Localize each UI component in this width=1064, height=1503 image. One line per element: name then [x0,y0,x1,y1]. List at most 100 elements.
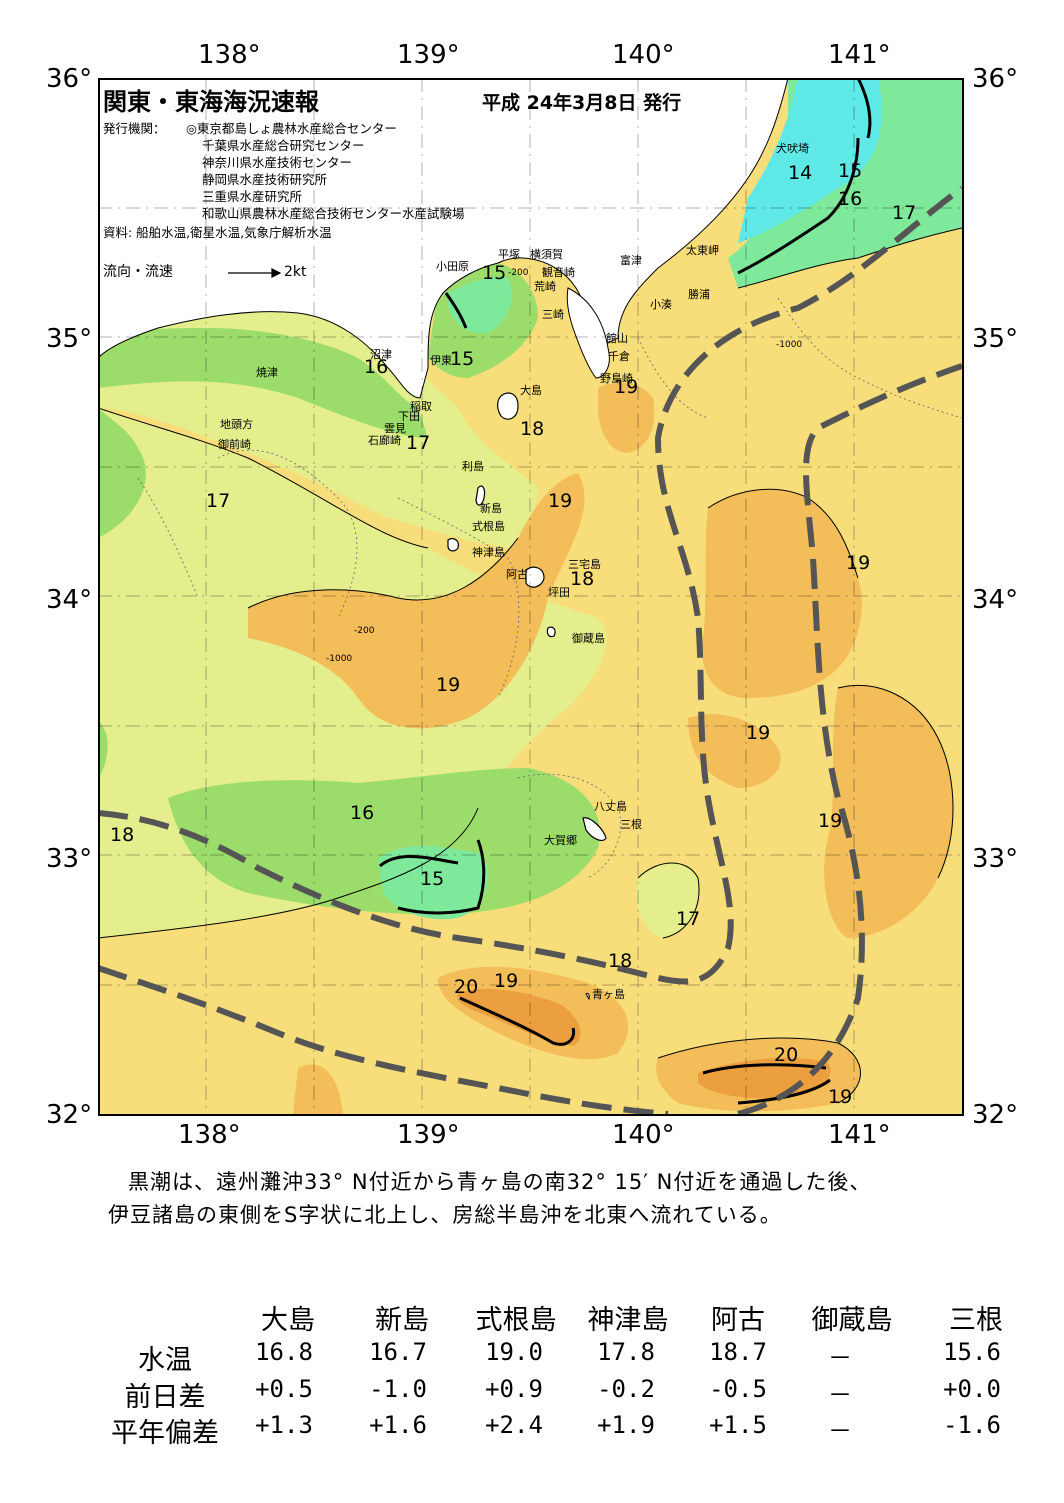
table-cell: -0.2 [597,1375,655,1403]
island-aogashima [585,992,590,1001]
lat-tick-left-33: 33° [46,844,93,874]
issuer-6: 和歌山県農林水産総合技術センター水産試験場 [202,206,465,221]
place-hachijojima: 八丈島 [594,800,627,813]
summary-line-1: 黒潮は、遠州灘沖33° N付近から青ヶ島の南32° 15′ N付近を通過した後、 [128,1170,872,1194]
table-cell: 17.8 [597,1338,655,1366]
place-kumomi: 雲見 [384,422,406,435]
lon-tick-bottom-141: 141° [828,1120,891,1150]
map-title: 関東・東海海況速報 [103,88,319,116]
place-okago: 大賀郷 [544,834,577,847]
temp-label: 16 [364,356,389,378]
temp-label: 18 [520,418,545,440]
flow-legend-label: 流向・流速 [103,264,173,280]
lat-tick-right-36: 36° [972,64,1019,94]
sea-19-zone-nojima [598,382,655,453]
temp-label: 16 [838,188,863,210]
place-yokosuka: 横須賀 [530,248,563,261]
place-arasaki: 荒崎 [534,280,556,293]
sea-20-zone-aogashima [457,988,581,1046]
column-header: 式根島 [475,1305,557,1336]
kuroshio-axis [97,185,964,1117]
data-source: 資料: 船舶水温,衛星水温,気象庁解析水温 [103,225,332,240]
table-cell: +1.9 [597,1411,655,1439]
temp-label: 17 [406,432,431,454]
place-futtsu: 富津 [620,254,642,267]
temp-label: 19 [436,674,461,696]
land-honshu [97,77,789,399]
column-header: 三根 [949,1305,1003,1336]
table-cell: － [828,1417,852,1445]
table-cell: 16.7 [369,1338,427,1366]
island-mikurajima [546,626,556,638]
table-cell: +1.3 [255,1411,313,1439]
place-ako: 阿古 [506,568,528,581]
column-header: 神津島 [587,1305,669,1336]
place-jitogata: 地頭方 [220,418,253,431]
place-yaizu: 焼津 [256,366,278,379]
temp-label: 19 [494,970,519,992]
place-inubosaki: 犬吠埼 [776,142,809,155]
temp-label: 17 [676,908,701,930]
place-mikurajima: 御蔵島 [572,632,605,645]
sea-16-zone-west [98,408,146,538]
table-cell: +0.5 [255,1375,313,1403]
sea-19-zone-mid [688,714,781,788]
temp-label: 19 [828,1086,853,1108]
place-shimoda: 下田 [398,410,420,423]
table-cell: 19.0 [485,1338,543,1366]
sea-19-zone-west [248,473,585,729]
temp-label: 19 [746,722,771,744]
flow-legend-arrow [228,268,282,278]
table-cell: -0.5 [709,1375,767,1403]
table-cell: -1.0 [369,1375,427,1403]
table-cell: -1.6 [943,1411,1001,1439]
temp-label: 15 [838,160,863,182]
table-cell: +0.0 [943,1375,1001,1403]
issuers-label: 発行機関： [103,121,166,136]
place-ito: 伊東 [430,354,452,367]
table-cell: +2.4 [485,1411,543,1439]
lon-tick-top-139: 139° [397,40,460,70]
column-header: 新島 [375,1305,429,1336]
depth-label: -1000 [776,340,803,350]
place-toshima: 利島 [462,460,484,473]
table-cell: 18.7 [709,1338,767,1366]
place-inatori: 稲取 [410,400,432,413]
temp-label: 15 [450,348,475,370]
place-chikura: 千倉 [608,350,630,363]
flow-legend-unit: 2kt [284,264,307,280]
depth-label: -1000 [326,654,353,664]
temp-label: 19 [548,490,573,512]
row-header: 前日差 [124,1382,206,1413]
lat-tick-left-36: 36° [46,64,93,94]
lon-tick-bottom-139: 139° [397,1120,460,1150]
sea-15-zone-sagami [448,276,512,334]
temp-label: 19 [846,552,871,574]
place-nojimazaki: 野島崎 [600,372,633,385]
lon-tick-bottom-140: 140° [612,1120,675,1150]
lon-tick-top-141: 141° [828,40,891,70]
temp-label: 15 [482,262,507,284]
temp-label: 20 [454,976,479,998]
sst-map-canvas [97,77,964,1117]
publish-date: 平成 24年3月8日 発行 [482,92,682,114]
place-shikinejima: 式根島 [472,520,505,533]
isotherms-thick [379,77,872,1105]
place-taitomisaki: 太東岬 [686,244,719,257]
column-header: 阿古 [711,1305,765,1336]
sea-19-zone-sw [293,1064,343,1114]
sea-14-zone-boso [738,78,882,243]
sea-16-zone-coast [98,328,428,438]
place-omaezaki: 御前崎 [218,438,251,451]
summary-line-2: 伊豆諸島の東側をS字状に北上し、房総半島沖を北東へ流れている。 [108,1203,782,1227]
lat-tick-right-35: 35° [972,324,1019,354]
temp-label: 16 [350,802,375,824]
isobaths [137,297,963,879]
place-oshima: 大島 [520,384,542,397]
temp-label: 19 [818,810,843,832]
sea-19-zone-east [702,489,862,698]
lat-tick-left-34: 34° [46,585,93,615]
lat-tick-left-32: 32° [46,1100,93,1130]
island-miyakejima [525,566,545,588]
map-grid [98,78,962,1114]
